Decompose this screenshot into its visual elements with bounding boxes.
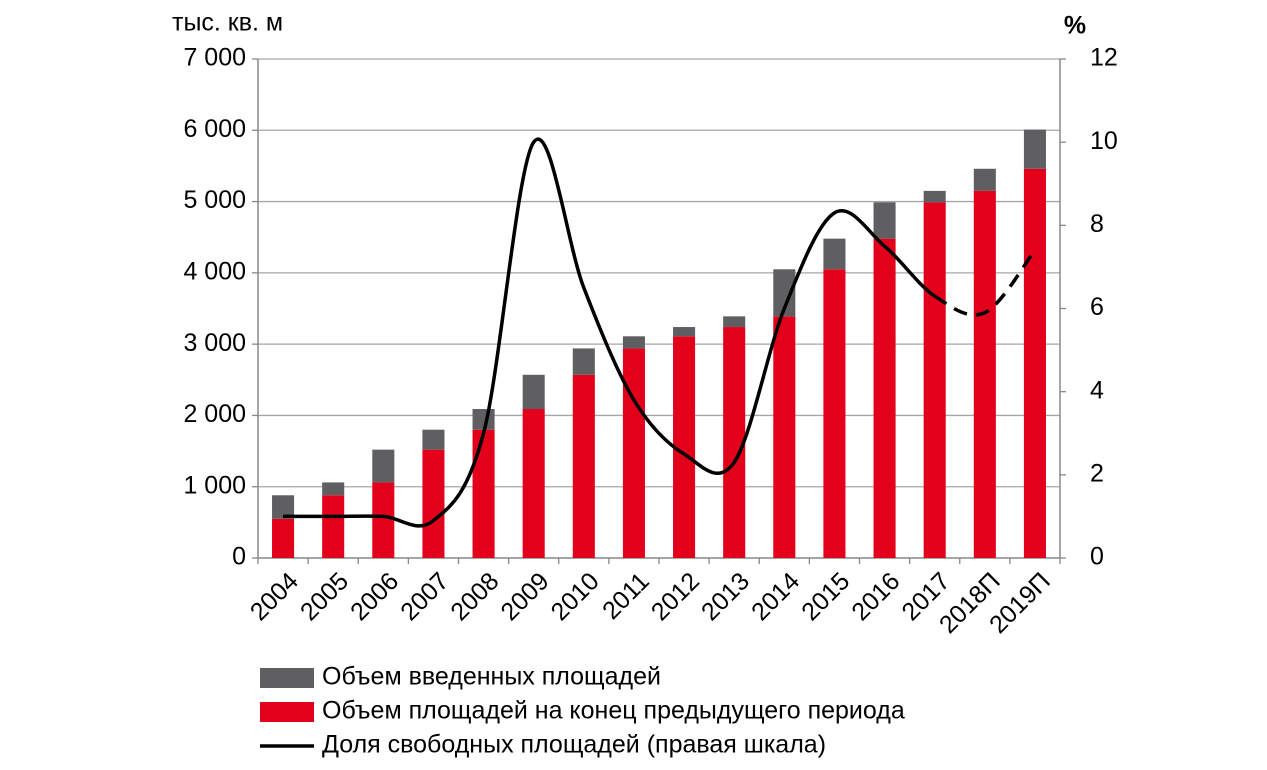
y-tick-label: 7 000 [183,44,246,72]
bar [372,449,395,483]
bar [622,348,645,558]
y2-tick-label: 4 [1090,376,1104,404]
bar [823,269,846,558]
bar [973,190,996,558]
legend-swatch [260,668,314,688]
x-tick-label: 2007 [395,567,454,626]
x-tick-label: 2004 [245,567,304,626]
bar [322,482,345,496]
x-tick-label: 2006 [345,567,404,626]
bar [973,168,996,191]
legend-label: Объем введенных площадей [322,663,661,691]
x-tick-label: 2005 [295,567,354,626]
bar [1023,168,1046,558]
bar [572,348,595,375]
y-tick-label: 5 000 [183,186,246,214]
bar [622,336,645,349]
x-tick-label: 2012 [646,567,705,626]
y2-tick-label: 8 [1090,210,1104,238]
x-tick-label: 2009 [495,567,554,626]
bar [873,202,896,239]
y-tick-label: 3 000 [183,329,246,357]
line-forecast [933,249,1037,317]
y-axis-title: тыс. кв. м [172,9,283,37]
y-tick-label: 0 [232,543,246,571]
legend-label: Объем площадей на конец предыдущего пери… [322,697,905,725]
y-tick-label: 2 000 [183,400,246,428]
legend-label: Доля свободных площадей (правая шкала) [322,731,826,759]
bar [572,374,595,558]
bar [723,316,746,328]
bar [1023,129,1046,169]
x-tick-label: 2010 [546,567,605,626]
y2-tick-label: 10 [1090,127,1118,155]
y-tick-label: 6 000 [183,115,246,143]
bar [673,336,696,558]
bar [522,409,545,558]
bar [422,429,445,450]
x-tick-label: 2013 [696,567,755,626]
bar [923,202,946,558]
bar [823,238,846,270]
x-tick-label: 2011 [597,567,655,625]
y2-tick-label: 6 [1090,293,1104,321]
x-tick-label: 2014 [746,567,805,626]
y-tick-label: 4 000 [183,257,246,285]
bar [773,316,796,558]
bar [873,238,896,558]
bar [272,495,295,519]
y2-tick-label: 0 [1090,543,1104,571]
bar [422,449,445,558]
y2-axis-title: % [1064,12,1086,40]
bar [773,269,796,317]
legend-swatch [260,702,314,722]
bar [372,482,395,558]
x-tick-label: 2008 [445,567,504,626]
bar [322,495,345,558]
bar [673,327,696,337]
bar [923,190,946,203]
y-tick-label: 1 000 [183,471,246,499]
bar [723,327,746,558]
bar [522,374,545,410]
line [283,137,936,528]
x-tick-label: 2016 [846,567,905,626]
x-tick-label: 2015 [796,567,855,626]
bar [472,429,495,558]
bar [272,518,295,558]
y2-tick-label: 2 [1090,459,1104,487]
y2-tick-label: 12 [1090,44,1118,72]
